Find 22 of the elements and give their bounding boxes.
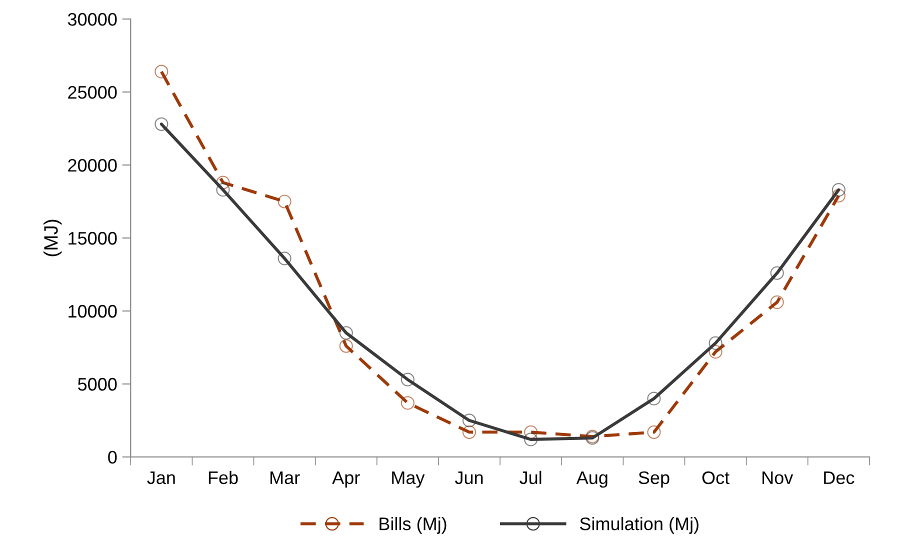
x-tick-label: Oct (702, 471, 730, 484)
y-axis-title: (MJ) (44, 220, 62, 256)
x-tick-label: Jun (455, 472, 483, 484)
x-tick-label: May (392, 472, 425, 488)
y-tick-label: 10000 (68, 304, 117, 318)
y-tick-label: 20000 (68, 158, 117, 172)
y-tick-label: 30000 (68, 12, 117, 26)
legend-label: Bills (Mj) (380, 517, 446, 534)
y-tick-label: 0 (108, 450, 117, 464)
x-tick-label: Mar (270, 472, 300, 484)
x-tick-label: Jul (520, 470, 542, 484)
x-tick-label: Jan (147, 472, 175, 484)
y-tick-label: 25000 (68, 86, 117, 99)
x-tick-label: Feb (208, 470, 238, 484)
x-tick-label: Apr (332, 472, 360, 488)
x-tick-label: Aug (576, 472, 608, 488)
legend-label: Simulation (Mj) (580, 517, 698, 534)
x-tick-label: Dec (824, 472, 854, 484)
y-tick-label: 5000 (78, 378, 117, 391)
x-tick-label: Sep (638, 471, 670, 488)
x-tick-label: Nov (762, 472, 794, 484)
y-tick-label: 15000 (68, 232, 117, 245)
